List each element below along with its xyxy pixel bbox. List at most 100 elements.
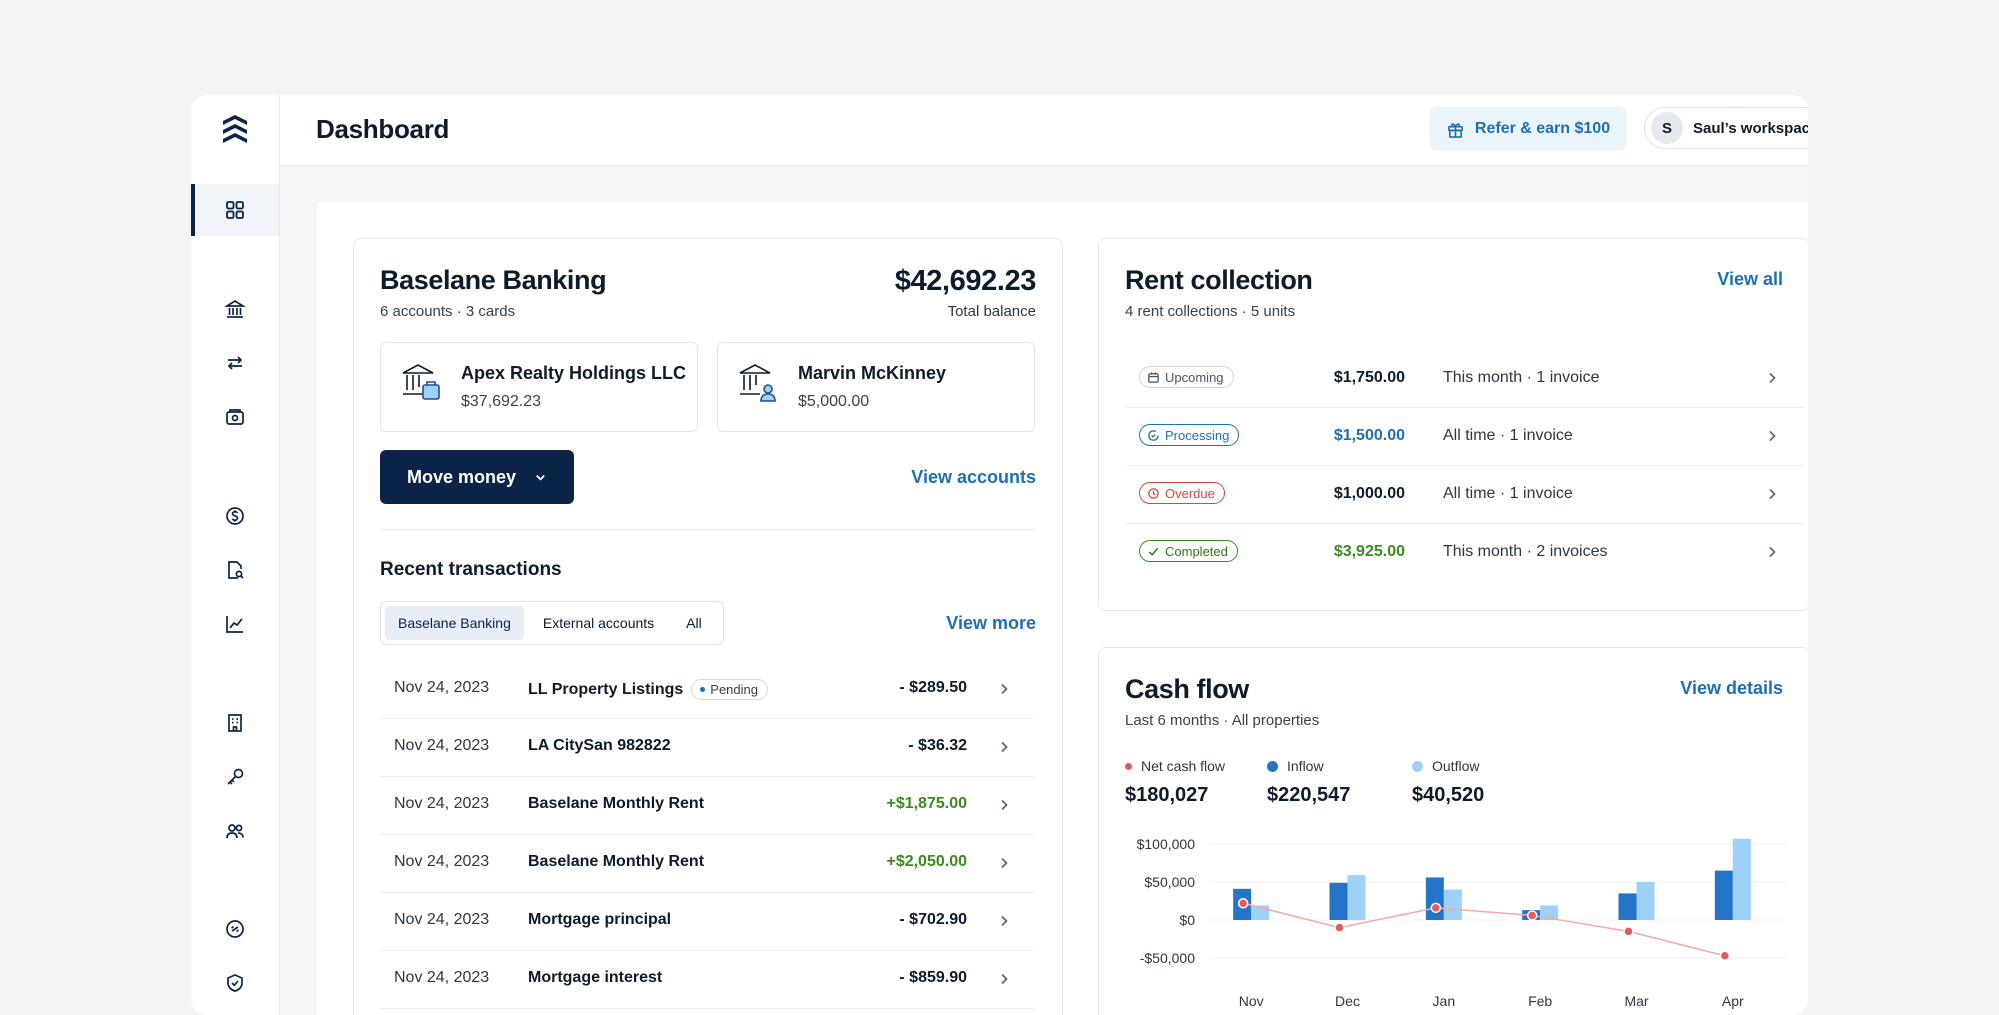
sidebar-item-reports[interactable] xyxy=(191,598,279,650)
tab-baselane-banking[interactable]: Baselane Banking xyxy=(385,606,524,640)
pending-dot xyxy=(700,687,706,692)
sidebar-item-dashboard[interactable] xyxy=(191,184,279,236)
view-details-link[interactable]: View details xyxy=(1680,678,1783,698)
sidebar-item-partners[interactable] xyxy=(191,903,279,955)
rent-row-upcoming[interactable]: Upcoming $1,750.00 This month · 1 invoic… xyxy=(1125,349,1805,408)
rent-row-processing[interactable]: Processing $1,500.00 All time · 1 invoic… xyxy=(1125,407,1805,466)
dashboard-icon xyxy=(226,201,244,219)
view-all-link[interactable]: View all xyxy=(1717,269,1783,289)
move-money-button[interactable]: Move money xyxy=(380,450,574,504)
sidebar-item-bookkeeping[interactable] xyxy=(191,544,279,596)
cash-flow-chart: $100,000 $50,000 $0 -$50,000 Nov Dec Jan Feb Mar… xyxy=(1137,836,1787,1009)
inflow-bar xyxy=(1425,877,1444,920)
baselane-logo-icon[interactable] xyxy=(220,113,250,147)
legend-label: Inflow xyxy=(1287,758,1324,774)
net-cash-flow-point xyxy=(1526,910,1538,921)
chevron-right-icon[interactable] xyxy=(997,798,1011,812)
clock-alert-icon xyxy=(1148,487,1159,499)
transaction-date: Nov 24, 2023 xyxy=(394,911,490,928)
transaction-row[interactable]: Nov 24, 2023 Baselane Monthly Rent +$1,8… xyxy=(380,776,1035,835)
legend-value: $40,520 xyxy=(1412,784,1485,806)
legend-marker xyxy=(1412,760,1423,772)
transaction-amount: - $702.90 xyxy=(899,911,967,928)
rent-amount: $1,500.00 xyxy=(1333,427,1405,444)
move-money-label: Move money xyxy=(406,466,517,487)
x-tick-label: Mar xyxy=(1624,993,1648,1009)
calendar-icon xyxy=(1148,371,1159,383)
recent-transactions-title: Recent transactions xyxy=(380,559,562,580)
rent-row-overdue[interactable]: Overdue $1,000.00 All time · 1 invoice xyxy=(1125,465,1805,524)
cashflow-subtitle: Last 6 months · All properties xyxy=(1125,712,1320,729)
rent-amount: $1,000.00 xyxy=(1333,485,1405,502)
sidebar-item-tenants[interactable] xyxy=(191,805,279,857)
pending-label: Pending xyxy=(710,682,758,697)
transaction-row[interactable]: Nov 24, 2023 LL Property Listings Pendin… xyxy=(380,660,1035,719)
net-cash-flow-point xyxy=(1334,922,1345,933)
account-balance: $37,692.23 xyxy=(461,393,542,410)
status-badge-completed: Completed xyxy=(1139,540,1238,562)
account-card-apex[interactable]: Apex Realty Holdings LLC $37,692.23 xyxy=(380,342,698,432)
transaction-amount: - $859.90 xyxy=(899,969,967,986)
status-badge-upcoming: Upcoming xyxy=(1139,366,1234,388)
tab-external-accounts[interactable]: External accounts xyxy=(542,615,655,631)
outflow-bar xyxy=(1443,889,1462,920)
view-accounts-link[interactable]: View accounts xyxy=(911,467,1036,487)
transaction-row[interactable]: Nov 24, 2023 Mortgage principal - $702.9… xyxy=(380,892,1035,951)
net-cash-flow-point xyxy=(1719,950,1731,961)
chevron-right-icon[interactable] xyxy=(1765,545,1779,559)
bank-icon xyxy=(224,299,246,318)
key-icon xyxy=(227,768,244,785)
chevron-right-icon[interactable] xyxy=(1765,487,1779,501)
sidebar-item-transfers[interactable] xyxy=(191,337,279,389)
banking-title: Baselane Banking xyxy=(380,265,607,295)
sidebar-item-rent[interactable] xyxy=(191,490,279,542)
chevron-right-icon[interactable] xyxy=(997,856,1011,870)
transaction-row[interactable]: Nov 24, 2023 Mortgage interest - $859.90 xyxy=(380,950,1035,1009)
chevron-right-icon[interactable] xyxy=(997,972,1011,986)
y-tick-label: -$50,000 xyxy=(1140,950,1195,966)
sidebar-item-insurance[interactable] xyxy=(191,957,279,1009)
transaction-amount: +$1,875.00 xyxy=(886,795,967,812)
status-badge-overdue: Overdue xyxy=(1139,482,1225,504)
shield-icon xyxy=(227,974,243,992)
sidebar-item-properties[interactable] xyxy=(191,697,279,749)
inflow-bar xyxy=(1329,882,1348,920)
sidebar-item-keys[interactable] xyxy=(191,751,279,803)
chevron-right-icon[interactable] xyxy=(1765,429,1779,443)
link-icon xyxy=(226,920,244,938)
outflow-bar xyxy=(1347,875,1366,920)
chevron-right-icon[interactable] xyxy=(997,740,1011,754)
legend-marker xyxy=(1267,760,1278,772)
refer-button[interactable]: Refer & earn $100 xyxy=(1430,107,1626,151)
transaction-amount: - $289.50 xyxy=(899,679,967,696)
transaction-description: Mortgage principal xyxy=(528,911,672,928)
chevron-right-icon[interactable] xyxy=(997,682,1011,696)
app-window: Dashboard Refer & earn $100 S Saul’s wor… xyxy=(191,95,1808,1015)
rent-subtitle: 4 rent collections · 5 units xyxy=(1125,303,1296,320)
transaction-amount: +$2,050.00 xyxy=(886,853,967,870)
workspace-switcher[interactable]: S Saul’s workspace xyxy=(1644,107,1808,149)
cash-flow-card: Cash flow Last 6 months · All properties… xyxy=(1098,647,1808,1015)
status-label: Upcoming xyxy=(1165,369,1224,385)
bank-account-icon xyxy=(402,364,440,400)
view-more-link[interactable]: View more xyxy=(946,613,1036,633)
chevron-right-icon[interactable] xyxy=(1765,371,1779,385)
account-card-marvin[interactable]: Marvin McKinney $5,000.00 xyxy=(717,342,1035,432)
pending-badge: Pending xyxy=(691,679,768,700)
workspace-label: Saul’s workspace xyxy=(1693,119,1808,137)
sidebar-item-banking[interactable] xyxy=(191,283,279,335)
transaction-date: Nov 24, 2023 xyxy=(394,795,490,812)
rent-title: Rent collection xyxy=(1125,265,1313,295)
chevron-right-icon[interactable] xyxy=(997,914,1011,928)
transaction-description: Baselane Monthly Rent xyxy=(528,795,705,812)
tab-all[interactable]: All xyxy=(686,615,702,631)
net-cash-flow-line xyxy=(1242,902,1726,957)
gift-icon xyxy=(1447,122,1463,138)
legend-label: Outflow xyxy=(1432,758,1480,774)
transaction-date: Nov 24, 2023 xyxy=(394,737,490,754)
transaction-row[interactable]: Nov 24, 2023 Baselane Monthly Rent +$2,0… xyxy=(380,834,1035,893)
rent-row-completed[interactable]: Completed $3,925.00 This month · 2 invoi… xyxy=(1125,523,1805,581)
sidebar-item-cards[interactable] xyxy=(191,391,279,443)
x-tick-label: Nov xyxy=(1239,993,1264,1009)
transaction-row[interactable]: Nov 24, 2023 LA CitySan 982822 - $36.32 xyxy=(380,718,1035,777)
